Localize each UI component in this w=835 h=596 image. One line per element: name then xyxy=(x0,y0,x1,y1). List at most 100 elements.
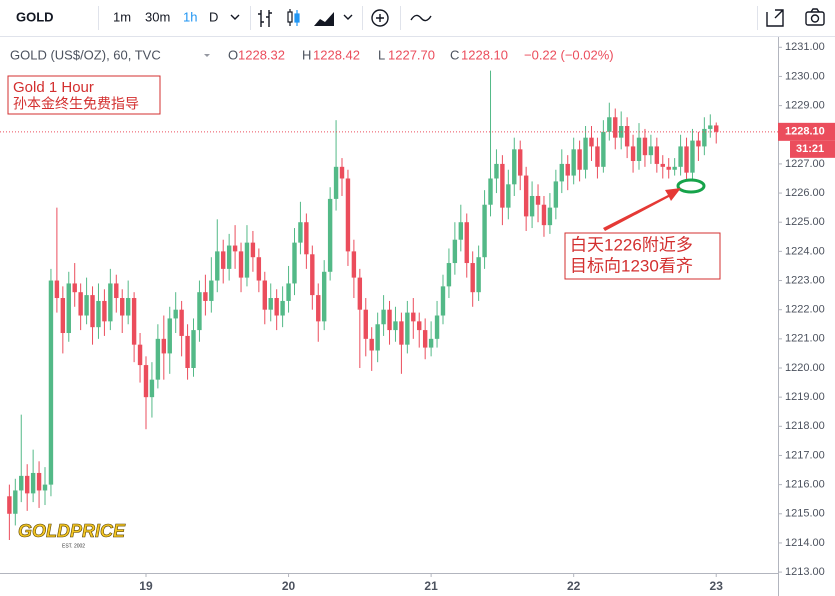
x-tick-label: 23 xyxy=(710,579,724,593)
y-tick-label: 1227.00 xyxy=(785,158,825,170)
candle-body xyxy=(690,140,695,173)
compare-icon[interactable] xyxy=(410,14,432,22)
candle-body xyxy=(149,379,155,398)
candle-body xyxy=(155,338,161,380)
annotation-box xyxy=(7,75,161,115)
y-tick-label: 1222.00 xyxy=(785,304,825,316)
candle-body xyxy=(607,117,612,132)
candle-body xyxy=(304,222,309,255)
candle-body xyxy=(250,242,256,258)
candle-body xyxy=(523,175,529,217)
legend-key: L xyxy=(378,47,385,62)
candle-body xyxy=(280,300,285,316)
candle-body xyxy=(678,146,683,167)
candle-body xyxy=(310,254,315,296)
candle-body xyxy=(446,263,452,287)
candle-body xyxy=(238,251,244,278)
candle-body xyxy=(143,365,149,398)
fullscreen-icon[interactable] xyxy=(766,9,784,27)
candle-body xyxy=(327,198,333,272)
candle-body xyxy=(209,280,214,301)
last-price-label: 1228.10 xyxy=(785,126,825,138)
candle-body xyxy=(125,298,131,316)
candle-body xyxy=(226,245,232,269)
candle-body xyxy=(696,140,701,147)
candle-body xyxy=(488,178,493,205)
candle-body xyxy=(54,280,60,299)
y-tick-label: 1231.00 xyxy=(785,41,825,53)
candle-body xyxy=(90,295,95,328)
candle-body xyxy=(161,338,167,354)
candle-body xyxy=(244,242,250,278)
candle-body xyxy=(19,475,24,491)
candle-body xyxy=(541,204,547,226)
indicator-icon[interactable] xyxy=(371,9,389,27)
arrow xyxy=(603,188,681,231)
candle-body xyxy=(191,330,196,368)
highlight-ellipse xyxy=(676,178,706,194)
dropdown-icon[interactable] xyxy=(230,14,240,20)
candle-body xyxy=(120,298,125,316)
candle-body xyxy=(381,309,386,325)
y-tick-label: 1217.00 xyxy=(785,449,825,461)
candle-body xyxy=(357,277,363,310)
candle-body xyxy=(642,137,648,156)
y-tick-label: 1216.00 xyxy=(785,479,825,491)
interval[interactable]: 1h xyxy=(183,9,197,24)
candle-body xyxy=(84,295,89,316)
candle-body xyxy=(7,496,12,514)
candle-body xyxy=(351,251,357,278)
legend-title: GOLD (US$/OZ), 60, TVC xyxy=(10,47,161,62)
y-tick-label: 1220.00 xyxy=(785,362,825,374)
y-tick-label: 1213.00 xyxy=(785,566,825,578)
candle-body xyxy=(42,484,48,491)
legend-value: 1227.70 xyxy=(388,47,435,62)
y-tick-label: 1226.00 xyxy=(785,187,825,199)
interval[interactable]: 30m xyxy=(145,9,170,24)
dropdown-icon[interactable] xyxy=(343,14,353,20)
countdown: 31:21 xyxy=(796,143,824,155)
candle-body xyxy=(500,163,505,208)
y-tick-label: 1214.00 xyxy=(785,537,825,549)
bars-icon[interactable] xyxy=(258,10,272,27)
candle-body xyxy=(476,257,481,293)
y-tick-label: 1219.00 xyxy=(785,391,825,403)
candle-body xyxy=(173,309,178,319)
candle-body xyxy=(506,184,511,208)
candle-body xyxy=(24,475,30,494)
candle-body xyxy=(316,295,321,322)
legend-arrow xyxy=(204,54,210,57)
snapshot-icon[interactable] xyxy=(805,8,825,26)
candles-icon[interactable] xyxy=(287,9,300,26)
candle-body xyxy=(102,300,107,322)
legend-key: H xyxy=(302,47,311,62)
candle-body xyxy=(179,309,184,336)
candle-body xyxy=(417,321,422,331)
candle-body xyxy=(428,338,434,348)
x-tick-label: 20 xyxy=(282,579,296,593)
y-tick-label: 1230.00 xyxy=(785,70,825,82)
candle-body xyxy=(60,298,66,334)
legend-key: O xyxy=(228,47,238,62)
candle-body xyxy=(66,283,71,334)
x-tick-label: 21 xyxy=(424,579,438,593)
candle-body xyxy=(268,298,273,310)
candle-body xyxy=(36,472,42,491)
candle-body xyxy=(411,312,416,322)
annotation: 孙本金终生免费指导 xyxy=(13,96,139,112)
candle-body xyxy=(660,163,665,167)
area-icon[interactable] xyxy=(314,12,334,26)
candle-body xyxy=(108,283,113,322)
symbol[interactable]: GOLD xyxy=(16,9,54,24)
candle-body xyxy=(559,163,564,182)
interval[interactable]: D xyxy=(209,9,218,24)
callout: 目标向1230看齐 xyxy=(570,256,693,275)
candle-body xyxy=(339,166,345,179)
interval[interactable]: 1m xyxy=(113,9,131,24)
candle-body xyxy=(601,131,606,167)
candle-body xyxy=(232,245,238,252)
y-tick-label: 1215.00 xyxy=(785,508,825,520)
candle-body xyxy=(292,242,297,284)
candle-body xyxy=(654,146,660,164)
